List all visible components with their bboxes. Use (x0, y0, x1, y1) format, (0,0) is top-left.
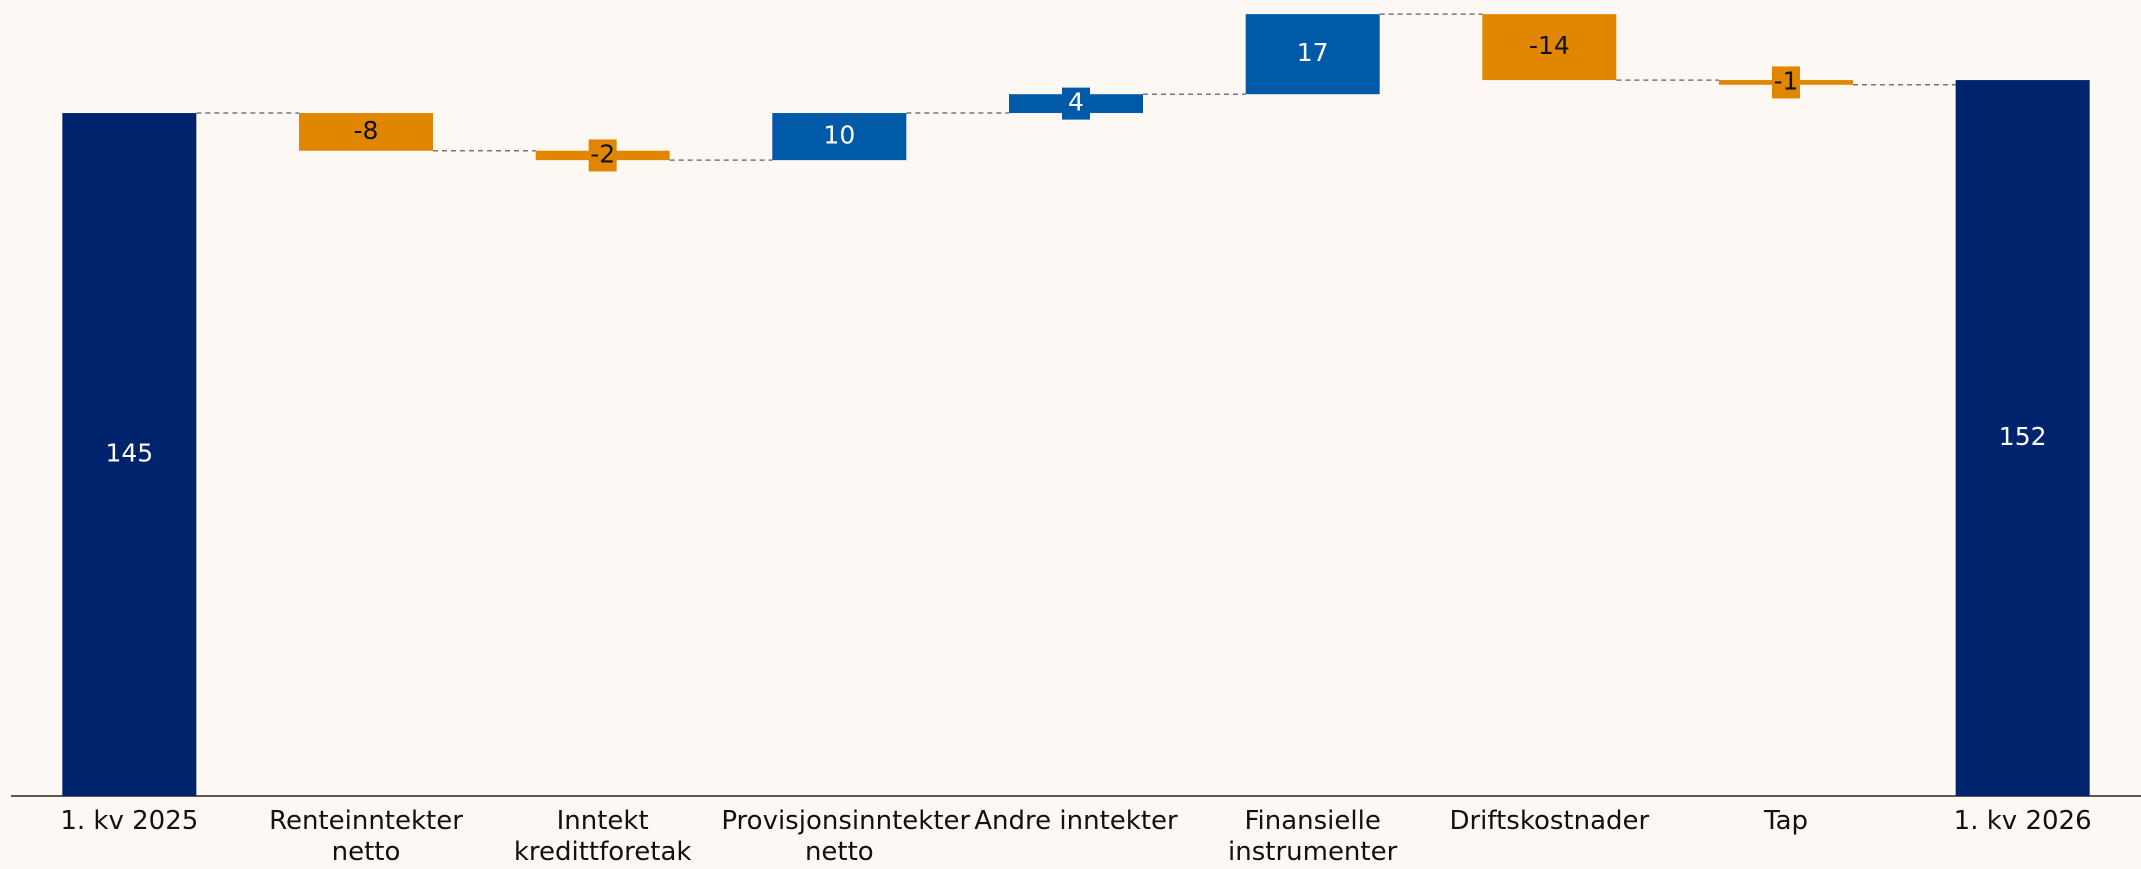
value-label-bg (588, 139, 617, 172)
x-tick-label: Tap (1763, 806, 1808, 836)
value-label: 145 (105, 439, 153, 468)
value-label: 17 (1297, 38, 1329, 67)
x-tick-label: Finansielle instrumenter (1228, 806, 1398, 867)
value-label: -2 (590, 139, 615, 168)
x-tick-label: Provisjonsinntekter netto (721, 806, 971, 867)
value-label-bg (1772, 66, 1800, 99)
bar (1482, 14, 1617, 81)
value-label-bg (1062, 87, 1090, 120)
value-label: -8 (354, 116, 379, 145)
x-tick-label: Inntekt kredittforetak (513, 806, 692, 867)
value-label: -1 (1774, 66, 1799, 95)
bar (62, 113, 197, 796)
bar (1955, 80, 2090, 797)
bar (1245, 14, 1380, 95)
x-tick-label: Renteinntekter netto (269, 806, 463, 867)
value-label: 4 (1068, 88, 1084, 117)
value-label: 10 (823, 121, 855, 150)
value-label: 152 (1999, 422, 2047, 451)
x-tick-label: Andre inntekter (974, 806, 1178, 836)
value-label: -14 (1529, 31, 1570, 60)
x-tick-label: Driftskostnader (1449, 806, 1650, 836)
x-tick-label: 1. kv 2026 (1953, 806, 2092, 836)
bar (772, 113, 907, 161)
x-tick-label: 1. kv 2025 (60, 806, 199, 836)
bar (299, 113, 433, 151)
